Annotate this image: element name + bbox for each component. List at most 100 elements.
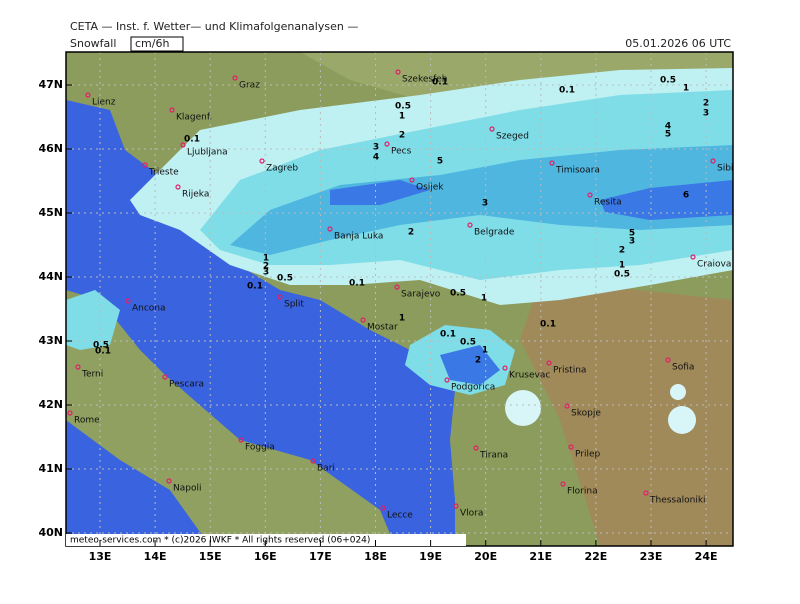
- city-label: Timisoara: [555, 166, 600, 176]
- lon-label: 24E: [695, 550, 718, 563]
- city-label: Skopje: [571, 409, 601, 419]
- snow-patch: [505, 390, 541, 426]
- lon-label: 21E: [529, 550, 552, 563]
- city-marker: [568, 444, 574, 450]
- mountains: [520, 280, 733, 546]
- city-label: Podgorica: [451, 383, 495, 393]
- city-label: Foggia: [245, 443, 275, 453]
- city-marker: [327, 226, 333, 232]
- contour-label: 0.5: [395, 102, 411, 112]
- contour-label: 4: [373, 153, 379, 163]
- contour-label: 2: [408, 228, 414, 238]
- contour-label: 3: [263, 268, 269, 278]
- footer: meteo-services.com * (c)2026 IWKF * All …: [70, 536, 370, 546]
- city-marker: [380, 505, 386, 511]
- lon-label: 20E: [474, 550, 497, 563]
- city-label: Vlora: [460, 509, 483, 519]
- contour-label: 1: [482, 346, 488, 356]
- city-label: Tirana: [479, 451, 508, 461]
- contour-label: 6: [683, 191, 689, 201]
- city-marker: [277, 294, 283, 300]
- snow-ancona: [66, 290, 120, 350]
- map: Lienz Graz Szekesfeh Klagenf. Ljubljana Tries…: [65, 51, 734, 547]
- city-label: Rome: [74, 416, 100, 426]
- city-label: Ljubljana: [187, 148, 228, 158]
- italy: [66, 300, 395, 546]
- city-marker: [85, 92, 91, 98]
- city-marker: [259, 158, 265, 164]
- snow-heavy: [230, 145, 733, 255]
- grid: [66, 52, 733, 546]
- contour-label: 1: [399, 112, 405, 122]
- contour-label: 2: [475, 356, 481, 366]
- lon-label: 17E: [309, 550, 332, 563]
- contour-label: 1: [399, 314, 405, 324]
- lon-label: 14E: [144, 550, 167, 563]
- lon-label: 22E: [584, 550, 607, 563]
- city-label: Belgrade: [474, 228, 515, 238]
- city-marker: [166, 478, 172, 484]
- city-label: Ancona: [132, 304, 166, 314]
- city-marker: [238, 437, 244, 443]
- city-marker: [690, 254, 696, 260]
- city-marker: [665, 357, 671, 363]
- contour-label: 0.5: [614, 270, 630, 280]
- city-marker: [142, 162, 148, 168]
- header-title: CETA — Inst. f. Wetter— und Klimafolgena…: [70, 20, 358, 33]
- city-label: Sarajevo: [401, 290, 441, 300]
- city-marker: [175, 184, 181, 190]
- city-label: Pescara: [169, 380, 204, 390]
- contour-label: 1: [619, 261, 625, 271]
- city-label: Sofia: [672, 363, 694, 373]
- city-marker: [710, 158, 716, 164]
- contour-label: 0.5: [660, 76, 676, 86]
- contour-label: 0.1: [184, 135, 200, 145]
- contour-label: 4: [665, 122, 671, 132]
- city-label: Zagreb: [266, 164, 298, 174]
- contour-label: 2: [263, 262, 269, 272]
- contour-label: 0.1: [440, 330, 456, 340]
- city-marker: [384, 141, 390, 147]
- contour-label: 3: [482, 199, 488, 209]
- lat-label: 43N: [38, 334, 63, 347]
- cities: Lienz Graz Szekesfeh Klagenf. Ljubljana Tries…: [67, 69, 733, 521]
- lon-label: 18E: [364, 550, 387, 563]
- contour-label: 0.5: [460, 338, 476, 348]
- city-marker: [564, 403, 570, 409]
- city-label: Graz: [239, 81, 260, 91]
- city-marker: [409, 177, 415, 183]
- lon-label: 16E: [254, 550, 277, 563]
- contour-label: 0.1: [432, 78, 448, 88]
- city-label: Bari: [317, 464, 335, 474]
- city-marker: [232, 75, 238, 81]
- contour-label: 0.1: [349, 279, 365, 289]
- contour-label: 3: [703, 109, 709, 119]
- city-marker: [467, 222, 473, 228]
- city-label: Terni: [81, 370, 103, 380]
- city-marker: [169, 107, 175, 113]
- lat-label: 47N: [38, 78, 63, 91]
- city-marker: [587, 192, 593, 198]
- snow-core: [440, 345, 500, 385]
- lon-label: 23E: [640, 550, 663, 563]
- contour-label: 0.5: [450, 289, 466, 299]
- contour-label: 0.1: [95, 347, 111, 357]
- lat-label: 46N: [38, 142, 63, 155]
- city-marker: [473, 445, 479, 451]
- city-marker: [489, 126, 495, 132]
- contour-label: 5: [629, 229, 635, 239]
- city-label: Krusevac: [509, 371, 550, 381]
- lon-label: 13E: [89, 550, 112, 563]
- lat-label: 42N: [38, 398, 63, 411]
- city-marker: [395, 69, 401, 75]
- contour-label: 0.1: [540, 320, 556, 330]
- city-marker: [360, 317, 366, 323]
- city-marker: [643, 490, 649, 496]
- city-label: Szeged: [496, 132, 529, 142]
- city-marker: [125, 298, 131, 304]
- lat-label: 44N: [38, 270, 63, 283]
- footer-box: [66, 534, 466, 546]
- city-label: Klagenf.: [176, 113, 212, 123]
- unit-box: [130, 36, 184, 52]
- lat-label: 41N: [38, 462, 63, 475]
